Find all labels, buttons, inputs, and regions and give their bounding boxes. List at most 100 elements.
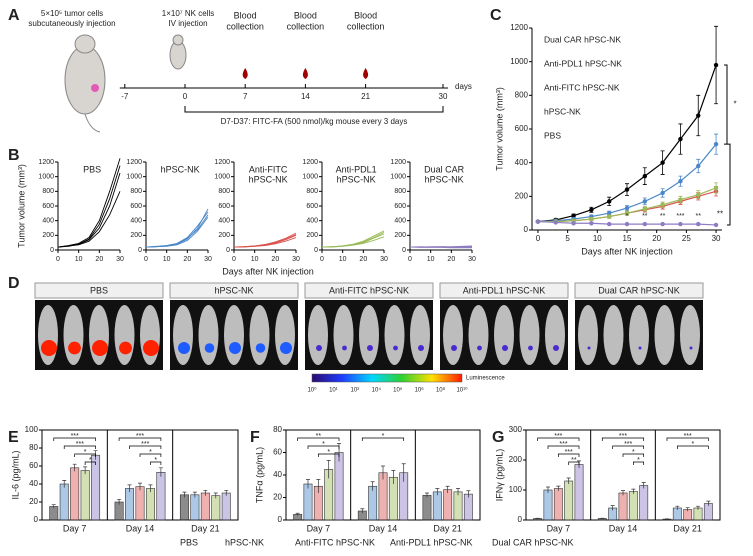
tumor-note: subcutaneously injection [28,19,115,28]
y-tick-label: 0 [278,515,283,524]
data-point [624,210,630,216]
y-tick-label: 800 [42,188,54,195]
blood-note: collection [347,21,385,31]
significance-label: *** [76,441,84,448]
luminescence-spot [553,345,559,351]
bar [125,488,135,521]
x-tick-label: 10 [427,256,435,263]
error-bar [675,505,680,510]
treatment-note: D7-D37: FITC-FA (500 nmol)/kg mouse ever… [221,117,408,126]
mouse [198,305,219,365]
significance-label: * [89,457,92,464]
x-tick-label: 5 [565,234,570,243]
bar [543,489,553,521]
panel-title: Anti-FITC [249,164,288,174]
data-point [660,160,665,165]
series-line [57,165,121,248]
error-bar [192,491,197,498]
mouse [494,305,514,365]
x-tick-label: 0 [320,256,324,263]
error-bar [224,489,229,496]
colorbar-tick-label: 10⁵ [393,387,403,394]
y-tick-label: 600 [394,203,406,210]
x-tick-label: 20 [271,256,279,263]
data-point [624,205,630,211]
x-tick-label: 0 [144,256,148,263]
panel-label: G [492,429,504,446]
significance-label: ** [660,213,666,220]
luminescence-spot [143,340,159,356]
data-point [553,220,558,225]
significance-label: *** [71,433,79,440]
mouse [384,305,405,365]
y-tick-label: 0 [226,247,230,254]
y-tick-label: 600 [42,203,54,210]
error-bar [424,492,429,498]
blood-note: collection [226,21,264,31]
panel-label: D [8,275,20,292]
y-tick-label: 1000 [390,174,406,181]
x-tick-label: 20 [359,256,367,263]
y-tick-label: 20 [29,497,38,506]
series-line [233,234,297,248]
timeline-tick-label: 30 [439,92,448,101]
significance-bracket [547,445,580,449]
data-point [606,210,612,216]
error-bar [117,498,122,505]
y-axis-label: Tumor volume (mm³) [494,87,504,171]
y-tick-label: 0 [524,225,529,234]
significance-label: * [327,449,330,456]
x-tick-label: 20 [652,234,661,243]
data-point [589,216,594,222]
significance-bracket [129,445,162,449]
data-point [624,187,630,192]
x-tick-label: 20 [447,256,455,263]
data-point [713,141,719,147]
x-axis-label: Days after NK injection [581,246,673,256]
bar [211,495,221,521]
y-tick-label: 600 [515,124,529,133]
significance-bracket [139,453,162,457]
y-axis-label: Tumor volume (mm³) [16,164,26,248]
y-tick-label: 1200 [510,23,528,32]
bar [221,492,231,521]
y-tick-label: 0 [402,247,406,254]
bar [179,494,189,521]
data-point [571,221,576,226]
error-bar [295,512,300,516]
blood-note: collection [287,21,325,31]
y-tick-label: 0 [518,515,523,524]
y-tick-label: 60 [29,461,38,470]
mouse [275,305,295,365]
mouse [680,305,700,365]
data-point [678,178,683,184]
data-point [642,199,648,204]
significance-label: *** [684,433,692,440]
y-tick-label: 200 [515,191,529,200]
data-point [696,221,701,227]
panel-label: E [8,429,19,446]
x-tick-label: 0 [232,256,236,263]
data-point [642,221,648,227]
bar [200,492,210,521]
y-axis-label: TNFα (pg/mL) [254,447,264,503]
error-bar [62,480,67,488]
bar [135,486,145,521]
significance-bracket [632,461,645,465]
x-tick-label: 10 [251,256,259,263]
significance-bracket [307,445,340,449]
mouse [333,305,354,365]
panel-label: C [490,7,502,24]
error-bar [545,486,550,493]
error-bar [391,470,396,484]
tumor-note: 5×10⁵ tumor cells [41,9,103,18]
significance-label: * [382,433,385,440]
luminescence-spot [68,341,81,355]
y-tick-label: 600 [306,203,318,210]
colorbar-tick-label: 10¹ [329,388,338,394]
bar [639,485,649,521]
mouse [578,305,598,365]
luminescence-spot [229,342,241,354]
colorbar-tick-label: 10⁴ [372,387,382,394]
significance-bracket [53,437,96,441]
